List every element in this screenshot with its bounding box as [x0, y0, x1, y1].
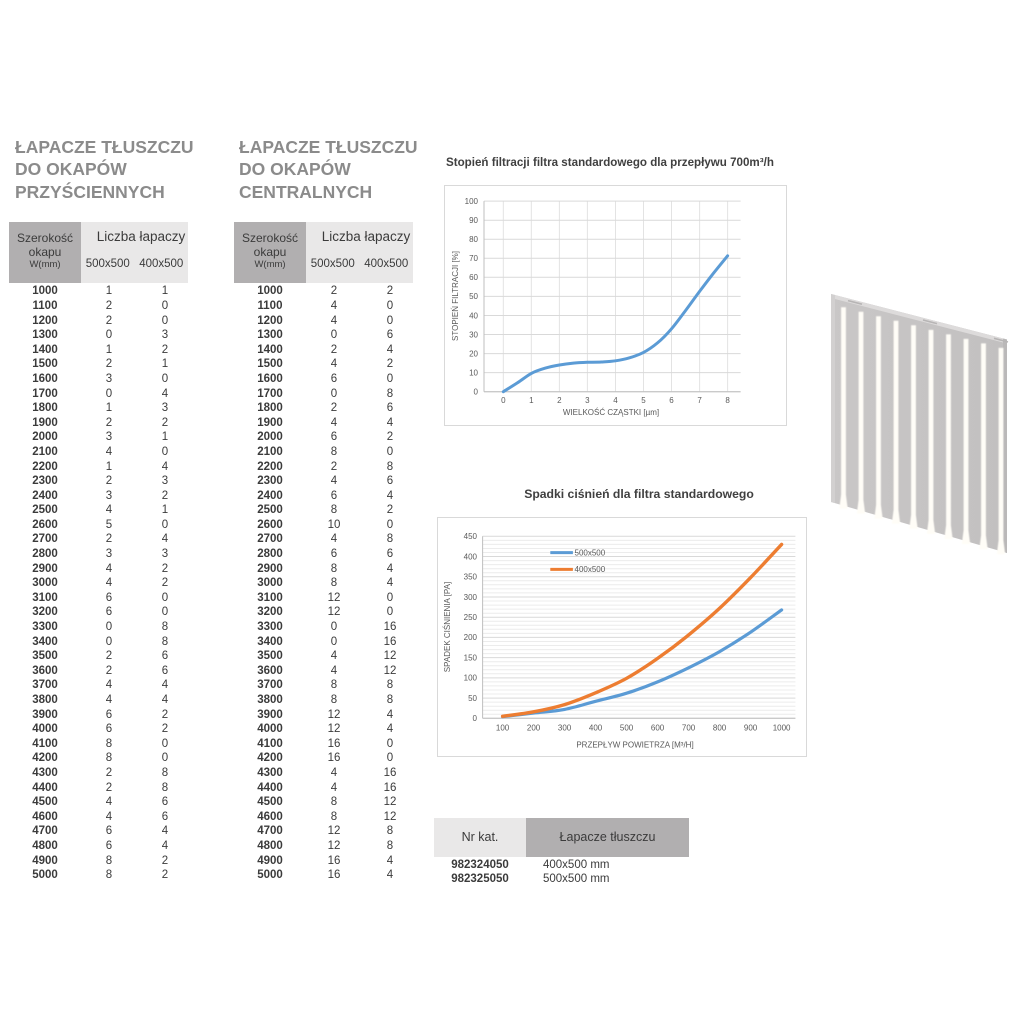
svg-text:4: 4 [613, 396, 618, 405]
svg-text:20: 20 [469, 349, 478, 358]
svg-text:350: 350 [464, 573, 478, 582]
svg-text:30: 30 [469, 330, 478, 339]
svg-text:0: 0 [501, 396, 506, 405]
svg-text:800: 800 [713, 724, 727, 733]
svg-text:60: 60 [469, 273, 478, 282]
svg-text:2: 2 [557, 396, 562, 405]
svg-text:80: 80 [469, 235, 478, 244]
svg-text:10: 10 [469, 368, 478, 377]
svg-text:150: 150 [464, 653, 478, 662]
svg-text:250: 250 [464, 613, 478, 622]
svg-text:SPADEK CIŚNIENIA [PA]: SPADEK CIŚNIENIA [PA] [443, 582, 452, 672]
svg-text:500x500: 500x500 [575, 548, 606, 557]
svg-text:400: 400 [464, 552, 478, 561]
svg-text:450: 450 [464, 532, 478, 541]
svg-text:WIELKOŚĆ CZĄSTKI [µm]: WIELKOŚĆ CZĄSTKI [µm] [563, 408, 659, 417]
svg-text:300: 300 [558, 724, 572, 733]
svg-text:90: 90 [469, 216, 478, 225]
svg-text:300: 300 [464, 593, 478, 602]
svg-text:700: 700 [682, 724, 696, 733]
svg-text:500: 500 [620, 724, 634, 733]
svg-text:50: 50 [468, 694, 477, 703]
svg-text:0: 0 [473, 714, 478, 723]
svg-text:100: 100 [465, 197, 479, 206]
svg-text:40: 40 [469, 311, 478, 320]
svg-text:70: 70 [469, 254, 478, 263]
svg-text:200: 200 [464, 633, 478, 642]
svg-text:PRZEPŁYW POWIETRZA [M³/H]: PRZEPŁYW POWIETRZA [M³/H] [576, 741, 693, 750]
svg-text:STOPIEŃ FILTRACJI [%]: STOPIEŃ FILTRACJI [%] [451, 251, 460, 341]
svg-text:400: 400 [589, 724, 603, 733]
svg-text:200: 200 [527, 724, 541, 733]
svg-text:50: 50 [469, 292, 478, 301]
svg-text:100: 100 [464, 674, 478, 683]
svg-text:0: 0 [474, 388, 479, 397]
svg-text:3: 3 [585, 396, 590, 405]
svg-text:6: 6 [669, 396, 674, 405]
svg-text:5: 5 [641, 396, 646, 405]
svg-text:900: 900 [744, 724, 758, 733]
svg-text:8: 8 [725, 396, 730, 405]
svg-text:100: 100 [496, 724, 510, 733]
svg-text:1000: 1000 [773, 724, 791, 733]
svg-text:7: 7 [697, 396, 702, 405]
svg-text:1: 1 [529, 396, 534, 405]
svg-text:400x500: 400x500 [575, 565, 606, 574]
svg-text:600: 600 [651, 724, 665, 733]
